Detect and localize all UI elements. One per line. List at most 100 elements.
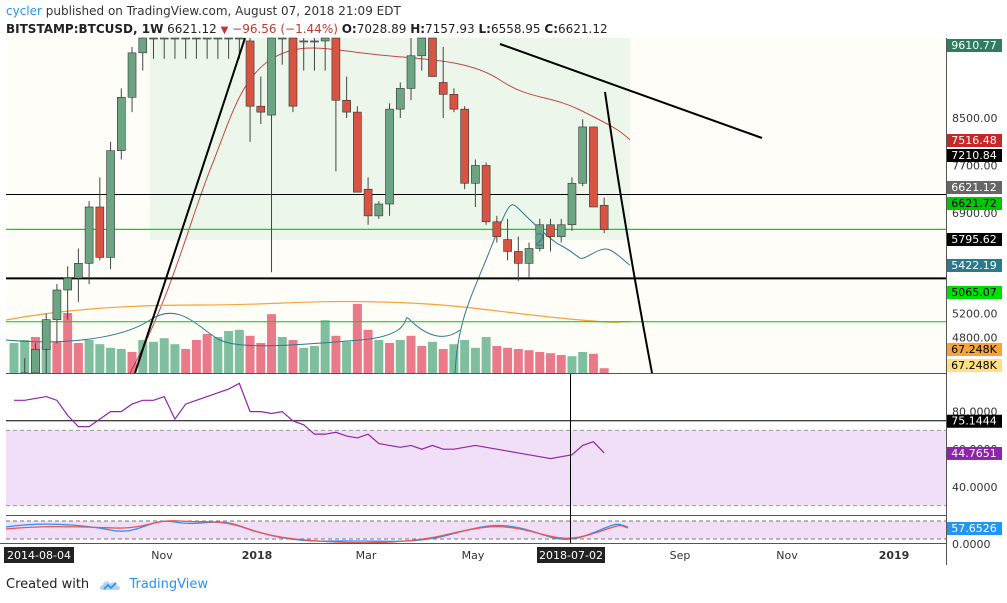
candle-body (299, 40, 309, 43)
candle (460, 106, 469, 190)
published-text: published on TradingView.com, August 07,… (41, 4, 401, 18)
volume-bar (406, 335, 416, 373)
price-label-text: 67.248K (951, 359, 997, 372)
price-label-text: 9610.77 (951, 39, 997, 52)
candle-body (84, 206, 94, 264)
candle-body (385, 108, 394, 205)
volume-bar (52, 341, 62, 373)
volume-bar (524, 350, 534, 373)
candle (471, 159, 480, 207)
candle-body (224, 37, 233, 40)
candle (63, 266, 72, 320)
candle-body (170, 37, 180, 40)
candle-body (245, 40, 255, 107)
stoch-label: 57.6526 (947, 522, 1002, 535)
candle (363, 177, 373, 225)
volume-bar (578, 352, 588, 373)
time-label: 2018 (242, 549, 273, 562)
ma-teal-line (454, 204, 631, 374)
candle (138, 37, 148, 71)
candle (524, 242, 534, 279)
price-tick: 8500.00 (952, 112, 998, 125)
volume-bar (556, 355, 566, 373)
candle-body (395, 88, 405, 110)
candle-body (546, 224, 555, 237)
symbol-label[interactable]: BITSTAMP:BTCUSD, 1W (6, 22, 164, 36)
candle (95, 177, 105, 261)
volume-bar (513, 349, 523, 373)
volume-bar (9, 343, 19, 373)
candle (149, 37, 158, 59)
candle-body (503, 239, 512, 252)
candle (117, 88, 126, 160)
candle-body (117, 96, 126, 151)
time-axis[interactable] (0, 543, 946, 565)
volume-bar (599, 368, 609, 373)
low-value: 6558.95 (490, 22, 541, 36)
price-label-text: 6621.12 (951, 181, 997, 194)
price-label: 67.248K (947, 343, 1002, 356)
high-value: 7157.93 (425, 22, 475, 36)
tradingview-link[interactable]: TradingView (129, 577, 208, 592)
rsi-label: 44.7651 (947, 446, 1002, 460)
volume-bar (106, 347, 116, 373)
candle-body (331, 37, 341, 101)
price-label: 9610.77 (947, 39, 1002, 52)
volume-bar (138, 340, 148, 373)
candle (342, 76, 351, 119)
time-label: 2019 (879, 549, 910, 562)
candle (556, 218, 566, 243)
candle (310, 38, 319, 71)
tradingview-cloud-icon (100, 580, 121, 590)
candle (514, 236, 523, 282)
close-label: C: (544, 22, 558, 36)
candle-body (74, 263, 83, 279)
price-label-text: 5065.07 (951, 286, 997, 299)
author-name[interactable]: cycler (6, 4, 42, 18)
price-tick: 6900.00 (952, 207, 998, 220)
candle (449, 88, 459, 113)
candle-body (256, 105, 266, 113)
volume-bar (438, 349, 448, 373)
candle-body (481, 165, 491, 223)
volume-bar (588, 353, 598, 373)
candle (503, 218, 512, 261)
created-with-text: Created with (6, 577, 90, 592)
volume-bar (148, 341, 158, 373)
price-label: 7516.48 (947, 134, 1002, 147)
candle (52, 284, 62, 344)
price-label: 6621.72 (947, 197, 1002, 210)
volume-bar (385, 343, 395, 373)
candle-body (213, 37, 223, 40)
price-tick: 5200.00 (952, 308, 998, 321)
stoch-band (6, 521, 946, 539)
candle (192, 37, 201, 59)
candle-body (181, 37, 190, 40)
volume-bar (503, 347, 513, 373)
candle (224, 37, 233, 59)
volume-bar (234, 329, 244, 373)
volume-bar (395, 340, 405, 373)
price-tick: 7700.00 (952, 159, 998, 172)
price-axis[interactable] (946, 38, 1007, 565)
volume-bar (352, 304, 362, 373)
candle (299, 38, 309, 71)
candle (127, 46, 137, 113)
time-label-cursor-box (537, 547, 605, 563)
volume-bar (427, 341, 437, 373)
candle-body (524, 248, 534, 264)
time-label: Mar (356, 549, 377, 562)
candle-body (374, 203, 384, 217)
candle (578, 119, 587, 187)
volume-bar (460, 340, 470, 373)
price-label: 6621.12 (947, 181, 1002, 194)
low-label: L: (478, 22, 491, 36)
candle-body (52, 289, 62, 320)
price-change: −96.56 (−1.44%) (232, 22, 338, 36)
volume-bar (213, 337, 223, 373)
volume-bar (320, 320, 330, 373)
candle-body (149, 37, 158, 40)
candle (428, 37, 437, 77)
candle (546, 218, 555, 252)
